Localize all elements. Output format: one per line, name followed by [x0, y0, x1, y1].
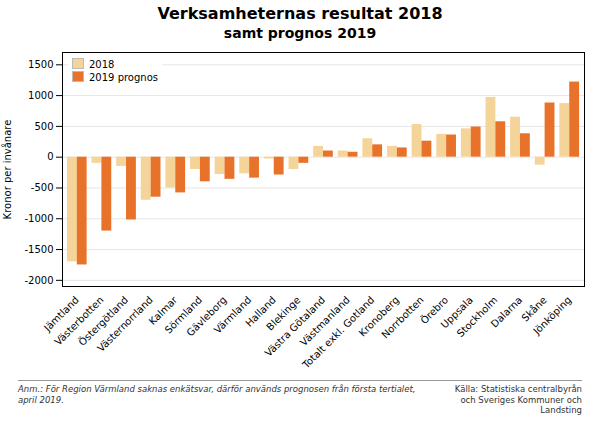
- svg-text:Kronoberg: Kronoberg: [356, 294, 401, 339]
- svg-text:Västerbotten: Västerbotten: [52, 294, 106, 348]
- svg-text:Gävleborg: Gävleborg: [184, 294, 229, 339]
- svg-text:Kronor per invånare: Kronor per invånare: [1, 120, 13, 220]
- svg-text:Kalmar: Kalmar: [146, 294, 180, 327]
- svg-text:Västernorrland: Västernorrland: [95, 294, 155, 354]
- html-text:2018: 2018: [89, 59, 115, 70]
- svg-text:Blekinge: Blekinge: [264, 294, 303, 333]
- svg-text:Norrbotten: Norrbotten: [379, 294, 426, 341]
- svg-text:-2000: -2000: [24, 275, 53, 286]
- svg-text:Totalt exkl. Gotland: Totalt exkl. Gotland: [300, 294, 377, 371]
- html-text:Källa: Statistiska centralbyrå: Källa: Statistiska centralbyrån och Sver…: [454, 384, 582, 415]
- svg-text:-1500: -1500: [24, 244, 53, 255]
- svg-text:Värmland: Värmland: [212, 294, 253, 335]
- svg-text:Uppsala: Uppsala: [438, 294, 475, 331]
- html-text:samt prognos 2019: samt prognos 2019: [223, 25, 377, 41]
- svg-text:-1000: -1000: [24, 213, 53, 224]
- svg-text:Jönköping: Jönköping: [530, 294, 573, 337]
- svg-text:1000: 1000: [28, 90, 53, 101]
- html-text:Anm.: För Region Värmland sakn: Anm.: För Region Värmland saknas enkätsv…: [18, 384, 416, 405]
- svg-text:Halland: Halland: [243, 294, 278, 329]
- svg-text:Västra Götaland: Västra Götaland: [262, 294, 328, 359]
- svg-text:Skåne: Skåne: [519, 294, 549, 324]
- html-text:Verksamheternas resultat 2018: Verksamheternas resultat 2018: [157, 4, 443, 23]
- svg-text:Västmanland: Västmanland: [298, 294, 352, 349]
- svg-text:-500: -500: [31, 182, 54, 193]
- svg-text:Östergötland: Östergötland: [76, 294, 131, 348]
- svg-text:Jämtland: Jämtland: [41, 294, 81, 334]
- svg-text:Stockholm: Stockholm: [454, 294, 500, 340]
- svg-text:Sörmland: Sörmland: [162, 294, 205, 336]
- svg-text:1500: 1500: [28, 59, 53, 70]
- svg-text:Dalarna: Dalarna: [489, 294, 524, 329]
- html-text:2019 prognos: 2019 prognos: [89, 72, 158, 83]
- svg-text:500: 500: [34, 121, 53, 132]
- svg-text:0: 0: [47, 151, 53, 162]
- svg-text:Örebro: Örebro: [418, 294, 451, 327]
